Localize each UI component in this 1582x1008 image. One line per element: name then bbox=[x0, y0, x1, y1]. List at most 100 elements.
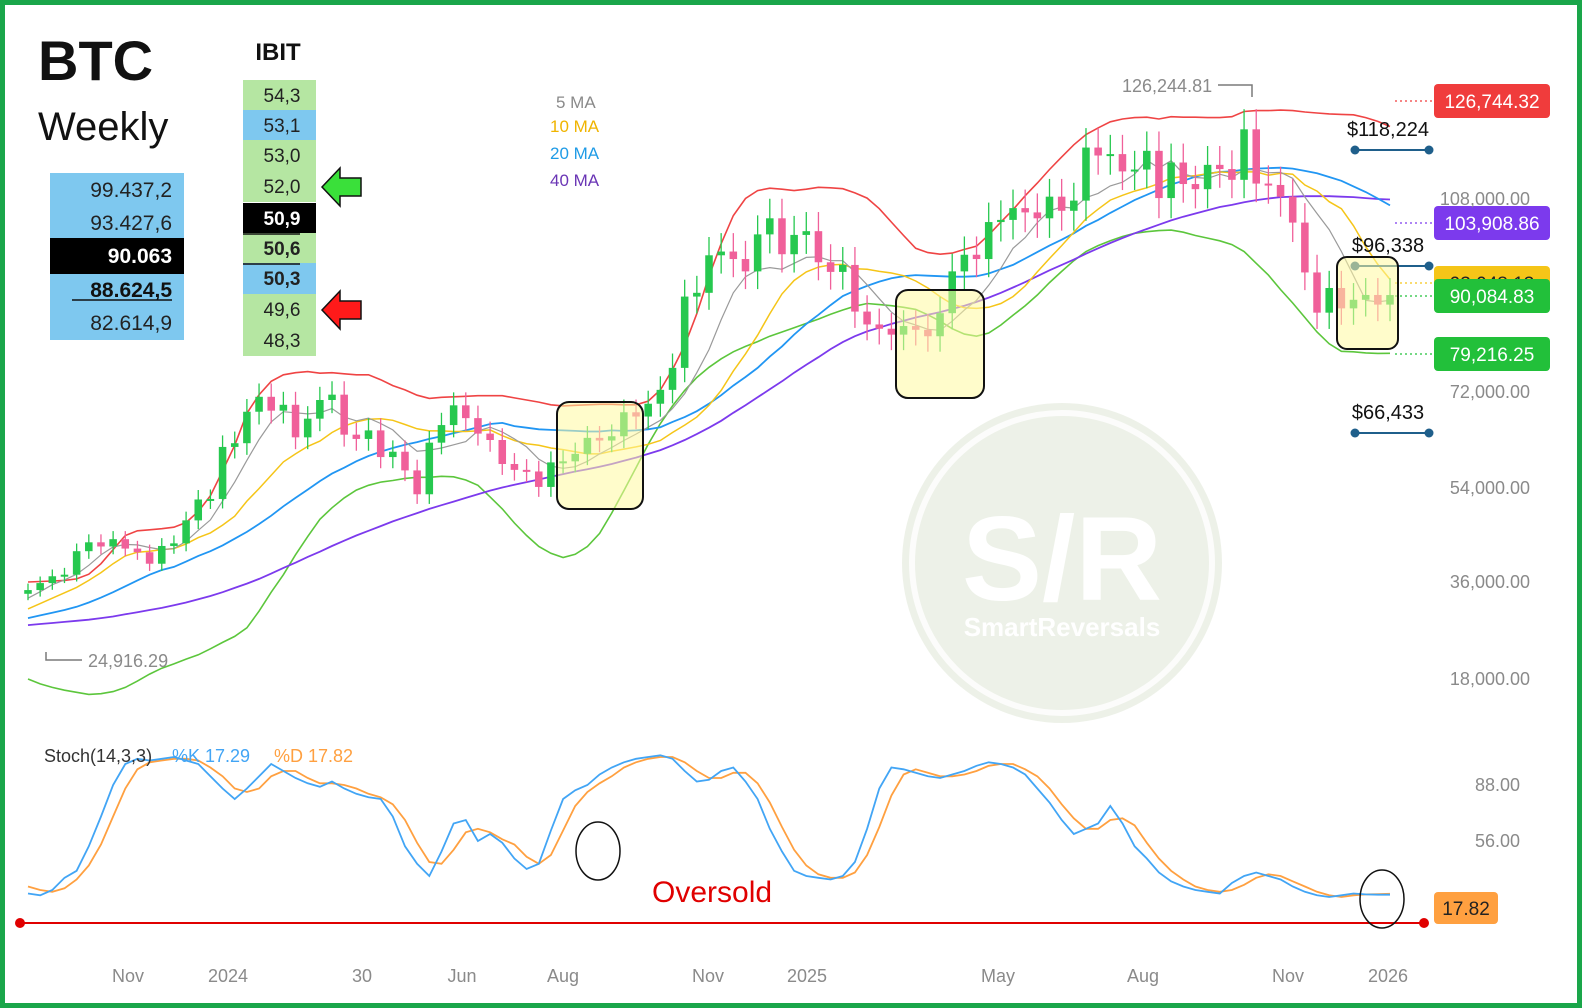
stoch-label: Stoch(14,3,3) bbox=[44, 746, 152, 766]
price-badge bbox=[1434, 279, 1550, 313]
ibit-title: IBIT bbox=[255, 39, 301, 66]
candle-body bbox=[449, 405, 458, 426]
candle-body bbox=[376, 430, 385, 458]
ibit-row bbox=[243, 110, 316, 141]
candle-body bbox=[1070, 200, 1078, 211]
candle-body bbox=[680, 296, 689, 368]
candle-body bbox=[1009, 208, 1017, 220]
ibit-value: 50,6 bbox=[264, 239, 301, 260]
ibit-value: 52,0 bbox=[264, 177, 301, 198]
candle-body bbox=[1021, 208, 1029, 213]
candle-body bbox=[267, 396, 275, 411]
candle-body bbox=[656, 389, 665, 404]
candle-body bbox=[230, 443, 239, 447]
time-tick-label: Nov bbox=[692, 966, 724, 986]
stoch-d-line bbox=[27, 756, 1391, 898]
candle-body bbox=[303, 418, 312, 438]
chart-title: BTC bbox=[38, 29, 153, 92]
time-tick-label: Nov bbox=[1272, 966, 1304, 986]
candle-body bbox=[182, 520, 190, 544]
candle-body bbox=[705, 255, 713, 293]
low-annotation: 24,916.29 bbox=[88, 651, 168, 671]
time-tick-label: Nov bbox=[112, 966, 144, 986]
candle-body bbox=[364, 430, 373, 439]
target-dot bbox=[1424, 428, 1434, 438]
candle-body bbox=[972, 254, 981, 260]
btc-levels-table: 99.437,2 93.427,6 90.063 88.624,5 82.614… bbox=[50, 173, 184, 340]
candle-body bbox=[1252, 129, 1261, 184]
price-badge-label: 103,908.86 bbox=[1444, 214, 1539, 235]
target-label: $66,433 bbox=[1352, 402, 1424, 424]
time-tick-label: 2024 bbox=[208, 966, 248, 986]
candle-body bbox=[170, 543, 178, 546]
time-tick-label: 2026 bbox=[1368, 966, 1408, 986]
ma-legend: 5 MA 10 MA 20 MA 40 MA bbox=[550, 93, 600, 190]
candle-body bbox=[206, 498, 215, 501]
candle-body bbox=[486, 433, 494, 440]
time-tick-label: 30 bbox=[352, 966, 372, 986]
candle-body bbox=[194, 499, 203, 521]
red-arrow-icon bbox=[320, 289, 362, 331]
candle-body bbox=[437, 425, 446, 443]
time-tick-label: Aug bbox=[1127, 966, 1159, 986]
price-tick-label: 54,000.00 bbox=[1450, 478, 1530, 498]
candle-body bbox=[1179, 162, 1188, 185]
stoch-circle-current bbox=[1359, 869, 1405, 929]
oversold-line-start bbox=[15, 918, 25, 928]
ma-legend-40: 40 MA bbox=[550, 171, 600, 190]
candle-body bbox=[498, 440, 507, 464]
candle-body bbox=[60, 574, 69, 577]
stoch-badge-label: 17.82 bbox=[1442, 899, 1490, 920]
oversold-line-end bbox=[1419, 918, 1429, 928]
oversold-label: Oversold bbox=[652, 876, 772, 909]
candle-body bbox=[717, 251, 725, 256]
stoch-k-line bbox=[27, 754, 1390, 898]
btc-level-3: 90.063 bbox=[108, 245, 172, 268]
ibit-value: 50,3 bbox=[264, 269, 301, 290]
smartreversals-watermark: S/R SmartReversals bbox=[902, 403, 1222, 723]
consolidation-box-mar bbox=[895, 289, 985, 399]
price-tick-label: 72,000.00 bbox=[1450, 382, 1530, 402]
ibit-row bbox=[243, 80, 316, 111]
candle-body bbox=[48, 576, 57, 584]
green-arrow-icon bbox=[320, 166, 362, 208]
candle-body bbox=[1143, 150, 1151, 170]
candle-body bbox=[425, 442, 434, 495]
candle-body bbox=[851, 264, 859, 312]
candle-body bbox=[1325, 287, 1333, 313]
candle-body bbox=[838, 264, 847, 272]
stoch-k-label: %K 17.29 bbox=[172, 746, 250, 766]
candle-body bbox=[1228, 169, 1236, 180]
candle-body bbox=[1264, 183, 1273, 186]
stoch-badge bbox=[1434, 892, 1498, 924]
candle-body bbox=[1215, 164, 1224, 170]
candle-body bbox=[157, 545, 166, 564]
candle-body bbox=[802, 231, 811, 235]
candle-body bbox=[826, 262, 835, 272]
price-plot: $118,224 $96,338 $66,433 126,744.32 103,908.… bbox=[24, 84, 1550, 696]
candle-body bbox=[413, 470, 421, 495]
candle-body bbox=[1033, 212, 1042, 219]
candle-body bbox=[668, 367, 677, 390]
candle-body bbox=[960, 254, 969, 272]
candle-body bbox=[1130, 169, 1139, 172]
candle-body bbox=[1057, 196, 1066, 211]
ibit-row bbox=[243, 325, 316, 356]
target-dot bbox=[1350, 428, 1360, 438]
candle-body bbox=[243, 411, 251, 444]
candle-body bbox=[1301, 222, 1309, 273]
candle-body bbox=[218, 446, 227, 499]
candle-body bbox=[1094, 147, 1102, 156]
candle-body bbox=[984, 222, 993, 260]
candle-body bbox=[790, 234, 798, 255]
candle-body bbox=[741, 259, 750, 272]
candle-body bbox=[766, 218, 774, 235]
candle-body bbox=[133, 548, 142, 553]
ma-legend-10: 10 MA bbox=[550, 117, 600, 136]
time-tick-label: 2025 bbox=[787, 966, 827, 986]
ma-legend-20: 20 MA bbox=[550, 144, 600, 163]
time-tick-label: Jun bbox=[447, 966, 476, 986]
time-axis: Nov 2024 30 Jun Aug Nov 2025 May Aug Nov 2026 bbox=[112, 966, 1408, 986]
